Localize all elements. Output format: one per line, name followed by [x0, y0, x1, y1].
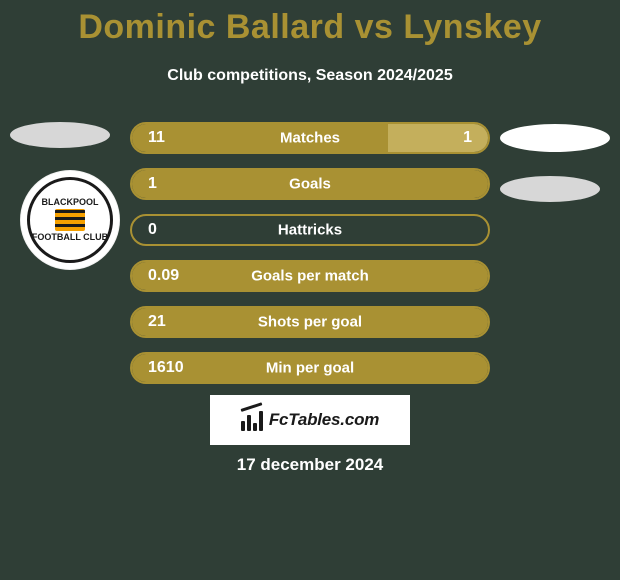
bar-metric-label: Matches — [280, 130, 340, 147]
bar-value-player1: 1 — [148, 175, 157, 193]
player1-flag-placeholder — [10, 122, 110, 148]
comparison-bar: 1 Goals — [130, 168, 490, 200]
player2-club-placeholder — [500, 176, 600, 202]
comparison-bar: 0.09 Goals per match — [130, 260, 490, 292]
bar-metric-label: Shots per goal — [258, 314, 362, 331]
bar-metric-label: Hattricks — [278, 222, 342, 239]
bar-metric-label: Goals — [289, 176, 331, 193]
bar-value-player1: 0.09 — [148, 267, 179, 285]
comparison-bars: 111Matches1Goals0Hattricks0.09Goals per … — [130, 122, 490, 384]
fctables-logo: FcTables.com — [210, 395, 410, 445]
comparison-bar: 21 Shots per goal — [130, 306, 490, 338]
subtitle: Club competitions, Season 2024/2025 — [0, 67, 620, 85]
bar-value-player1: 0 — [148, 221, 157, 239]
infographic-date: 17 december 2024 — [237, 455, 384, 475]
page-title: Dominic Ballard vs Lynskey — [0, 0, 620, 47]
badge-top-text: BLACKPOOL — [42, 198, 99, 207]
bar-value-player2: 1 — [463, 129, 472, 147]
bar-fill-player2 — [388, 124, 488, 152]
fctables-mark-icon — [241, 409, 263, 431]
badge-stripes-icon — [55, 209, 85, 231]
bar-fill-player1 — [132, 124, 388, 152]
comparison-bar: 111Matches — [130, 122, 490, 154]
player2-flag-placeholder — [500, 124, 610, 152]
comparison-infographic: Dominic Ballard vs Lynskey Club competit… — [0, 0, 620, 580]
bar-metric-label: Goals per match — [251, 268, 369, 285]
fctables-brand-text: FcTables.com — [269, 410, 379, 430]
bar-value-player1: 1610 — [148, 359, 184, 377]
player1-club-badge: BLACKPOOL FOOTBALL CLUB — [20, 170, 120, 270]
comparison-bar: 1610 Min per goal — [130, 352, 490, 384]
comparison-bar: 0 Hattricks — [130, 214, 490, 246]
bar-value-player1: 21 — [148, 313, 166, 331]
bar-value-player1: 11 — [148, 129, 165, 147]
badge-bottom-text: FOOTBALL CLUB — [32, 233, 108, 242]
bar-metric-label: Min per goal — [266, 360, 354, 377]
